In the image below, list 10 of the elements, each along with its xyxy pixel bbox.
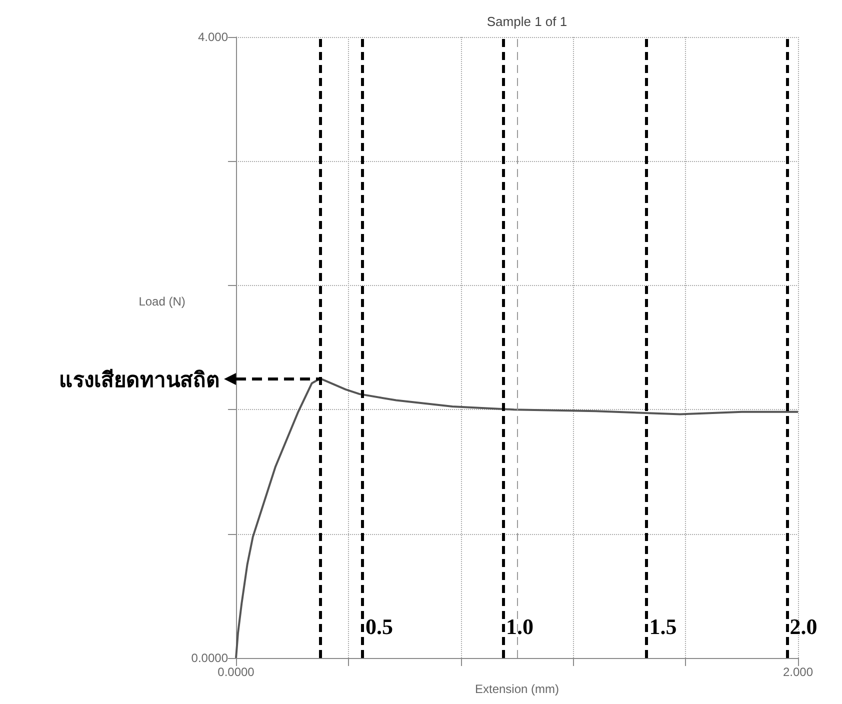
y-tick-label: 4.000: [198, 30, 228, 44]
ref-line-label: 1.0: [506, 614, 534, 640]
chart-title: Sample 1 of 1: [486, 14, 568, 29]
ref-line-label: 2.0: [790, 614, 818, 640]
ref-line-label: 0.5: [365, 614, 393, 640]
x-tick-label: 2.000: [782, 665, 814, 679]
x-axis-title: Extension (mm): [474, 682, 560, 696]
y-axis-title: Load (N): [138, 294, 186, 308]
ref-line-label: 1.5: [649, 614, 677, 640]
annotation: แรงเสียดทานสถิต: [59, 366, 220, 394]
